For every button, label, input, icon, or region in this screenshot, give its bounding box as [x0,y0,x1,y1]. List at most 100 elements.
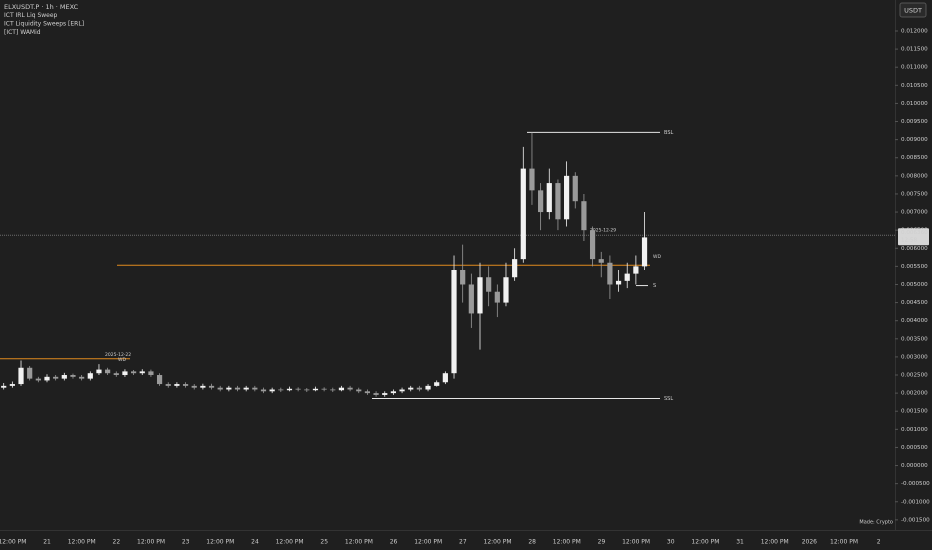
legend-line: ELXUSDT.P · 1h · MEXC [4,3,79,11]
x-tick-label: 23 [182,539,190,546]
candle-body [27,367,33,379]
wd-prev-label: WD [118,357,126,363]
candle-body [416,387,422,390]
candle-body [9,384,15,386]
candle-body [460,269,466,285]
x-tick-label: 12:00 PM [622,539,650,546]
y-tick-label: 0.008000 [901,173,928,179]
x-tick-label: 12:00 PM [553,539,581,546]
candle-body [252,387,258,390]
y-tick-label: 0.004500 [901,300,928,306]
candle-body [364,391,371,394]
candle-body [174,384,180,386]
legend-line: [ICT] WAMid [4,29,41,36]
candle-body [226,387,232,390]
y-tick-label: 0.004000 [901,318,928,324]
candle-body [538,190,544,213]
candle-body [503,277,509,303]
ssl-label: SSL [664,396,673,402]
candle-body [425,385,431,390]
candle-body [243,387,249,390]
candle-body [35,378,41,381]
x-tick-label: 12:00 PM [414,539,442,546]
x-tick-label: 29 [598,539,606,546]
candle-body [408,387,414,390]
y-tick-label: 0.006000 [901,246,928,252]
candle-body [148,371,154,376]
candle-body [512,259,518,278]
candle-body [295,388,301,390]
candle-body [633,266,639,274]
candle-body [572,175,578,202]
candle-body [165,384,171,386]
candle-body [321,388,327,390]
y-tick-label: 0.003000 [901,354,928,360]
candle-body [624,273,630,281]
last-price-tag [898,228,929,246]
x-tick-label: 12:00 PM [691,539,719,546]
y-tick-label: 0.002500 [901,373,928,379]
candle-body [304,389,310,391]
candle-body [191,385,197,388]
x-tick-label: 12:00 PM [206,539,234,546]
candle-body [131,371,137,374]
x-tick-label: 27 [459,539,467,546]
candle-body [61,375,67,379]
y-tick-label: 0.012000 [901,28,928,34]
candle-body [356,389,362,392]
y-tick-label: 0.009500 [901,119,928,125]
candle-body [589,230,596,260]
candle-body [494,291,500,303]
candle-body [18,367,24,385]
candle-body [529,168,535,191]
candle-body [217,387,223,390]
y-tick-label: 0.009000 [901,137,928,143]
bsl-label: BSL [664,130,674,136]
candle-body [373,393,379,395]
x-tick-label: 12:00 PM [0,539,26,546]
candle-body [139,371,145,374]
x-tick-label: 26 [390,539,398,546]
x-tick-label: 12:00 PM [761,539,789,546]
last-price-label: 0.006360 [901,230,928,236]
candle-body [399,389,405,392]
y-tick-label: 0.003500 [901,336,928,342]
y-tick-label: -0.001500 [901,517,930,523]
candle-body [79,376,85,379]
x-tick-label: 22 [113,539,121,546]
y-tick-label: 0.001500 [901,409,928,415]
y-tick-label: 0.000500 [901,445,928,451]
candle-body [278,389,284,391]
currency-button[interactable] [899,2,927,18]
candle-body [234,387,241,390]
candle-body [477,277,483,314]
y-tick-label: 0.005000 [901,282,928,288]
candle-body [53,376,59,379]
candle-body [442,373,448,383]
candle-body [520,168,526,260]
x-tick-label: 12:00 PM [345,539,373,546]
x-tick-label: 24 [251,539,259,546]
x-tick-label: 21 [43,539,51,546]
candle-body [546,183,552,213]
y-tick-label: 0.005500 [901,264,928,270]
candle-body [434,382,440,386]
candle-body [641,237,648,267]
candle-body [200,385,206,388]
x-tick-label: 25 [320,539,328,546]
candle-body [269,389,275,392]
currency-label: USDT [904,7,922,15]
watermark: Made: Crypto [859,520,893,526]
countdown-label: 12:58 [901,238,918,244]
candle-body [156,375,163,385]
date-note: 2025-12-29 [590,228,616,234]
wd-prev-date: 2025-12-22 [105,352,131,358]
candle-body [312,388,319,391]
x-tick-label: 12:00 PM [68,539,96,546]
y-tick-label: 0.011000 [901,65,928,71]
candle-body [564,175,570,220]
x-tick-label: 31 [736,539,744,546]
y-tick-label: 0.008500 [901,155,928,161]
